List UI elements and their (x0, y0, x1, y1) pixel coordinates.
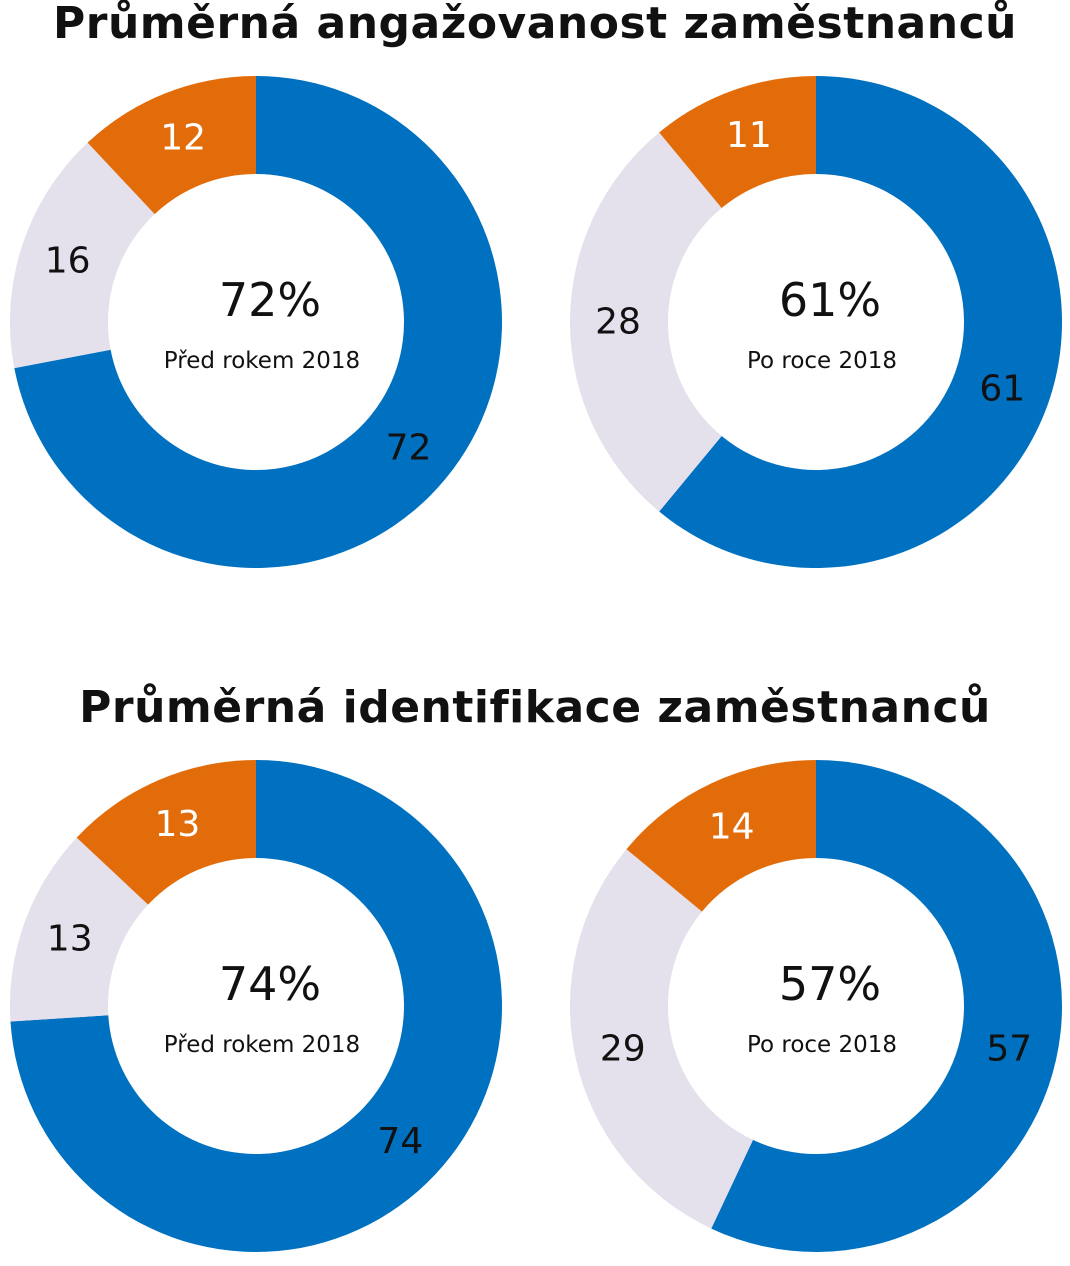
donut-chart-engagement-before: 72 16 12 72% Před rokem 2018 (10, 76, 503, 568)
center-percentage: 57% (779, 957, 881, 1011)
identification-title: Průměrná identifikace zaměstnanců (79, 682, 991, 733)
lavender-segment (570, 132, 722, 512)
center-period-label: Po roce 2018 (747, 348, 897, 374)
donut-chart-identification-before: 74 13 13 74% Před rokem 2018 (10, 760, 503, 1252)
center-percentage: 74% (219, 957, 321, 1011)
donut-chart-identification-after: 57 29 14 57% Po roce 2018 (570, 760, 1062, 1252)
lavender-segment (10, 142, 155, 369)
segment-value-label: 72 (386, 428, 432, 469)
segment-value-label: 12 (160, 117, 206, 158)
blue-segment (10, 760, 503, 1252)
segment-value-label: 11 (726, 115, 772, 156)
segment-value-label: 29 (600, 1029, 646, 1070)
blue-segment (14, 76, 503, 568)
center-period-label: Po roce 2018 (747, 1032, 897, 1058)
segment-value-label: 28 (595, 302, 641, 343)
segment-value-label: 74 (377, 1121, 423, 1162)
orange-segment (87, 76, 256, 215)
lavender-segment (10, 837, 149, 1022)
segment-value-label: 13 (154, 804, 200, 845)
center-period-label: Před rokem 2018 (164, 1032, 360, 1058)
center-percentage: 61% (779, 273, 881, 327)
orange-segment (76, 760, 256, 905)
segment-value-label: 57 (986, 1029, 1032, 1070)
donut-chart-engagement-after: 61 28 11 61% Po roce 2018 (570, 76, 1062, 568)
center-percentage: 72% (219, 273, 321, 327)
blue-segment (711, 760, 1062, 1252)
orange-segment (659, 76, 816, 208)
center-period-label: Před rokem 2018 (164, 348, 360, 374)
engagement-title: Průměrná angažovanost zaměstnanců (53, 0, 1017, 49)
segment-value-label: 16 (45, 240, 91, 281)
blue-segment (659, 76, 1062, 568)
segment-value-label: 14 (709, 806, 755, 847)
segment-value-label: 13 (47, 918, 93, 959)
segment-value-label: 61 (979, 369, 1025, 410)
orange-segment (626, 760, 816, 912)
lavender-segment (570, 849, 753, 1229)
